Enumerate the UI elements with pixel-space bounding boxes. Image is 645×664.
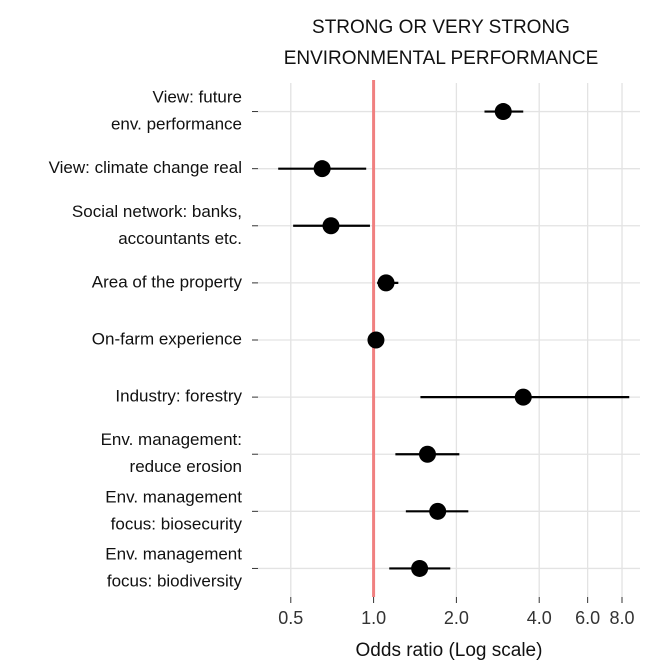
point: [313, 160, 331, 178]
point: [418, 445, 436, 463]
point: [367, 331, 385, 349]
point: [411, 559, 429, 577]
point: [322, 217, 340, 235]
y-tick-label: Industry: forestry: [115, 387, 242, 406]
point: [514, 388, 532, 406]
y-tick-label: View: future: [153, 88, 242, 107]
x-tick-label: 4.0: [527, 608, 552, 628]
y-tick-label: Social network: banks,: [72, 202, 242, 221]
y-tick-label: Env. management: [105, 544, 242, 563]
y-tick-label: focus: biosecurity: [111, 514, 243, 533]
x-axis-label: Odds ratio (Log scale): [356, 640, 543, 661]
chart-title: ENVIRONMENTAL PERFORMANCE: [284, 48, 599, 69]
y-tick-label: Area of the property: [92, 272, 243, 291]
x-tick-label: 8.0: [609, 608, 634, 628]
y-tick-label: env. performance: [111, 115, 242, 134]
point: [494, 103, 512, 121]
x-tick-label: 1.0: [361, 608, 386, 628]
y-tick-label: Env. management: [105, 487, 242, 506]
y-tick-label: On-farm experience: [92, 329, 242, 348]
y-tick-label: View: climate change real: [49, 158, 242, 177]
x-tick-label: 0.5: [278, 608, 303, 628]
x-tick-label: 6.0: [575, 608, 600, 628]
y-tick-label: Env. management:: [101, 430, 242, 449]
chart-title: STRONG OR VERY STRONG: [312, 17, 570, 38]
y-tick-label: reduce erosion: [130, 457, 242, 476]
point: [377, 274, 395, 292]
x-tick-label: 2.0: [444, 608, 469, 628]
y-tick-label: focus: biodiversity: [107, 571, 243, 590]
point: [429, 502, 447, 520]
y-tick-label: accountants etc.: [118, 229, 242, 248]
